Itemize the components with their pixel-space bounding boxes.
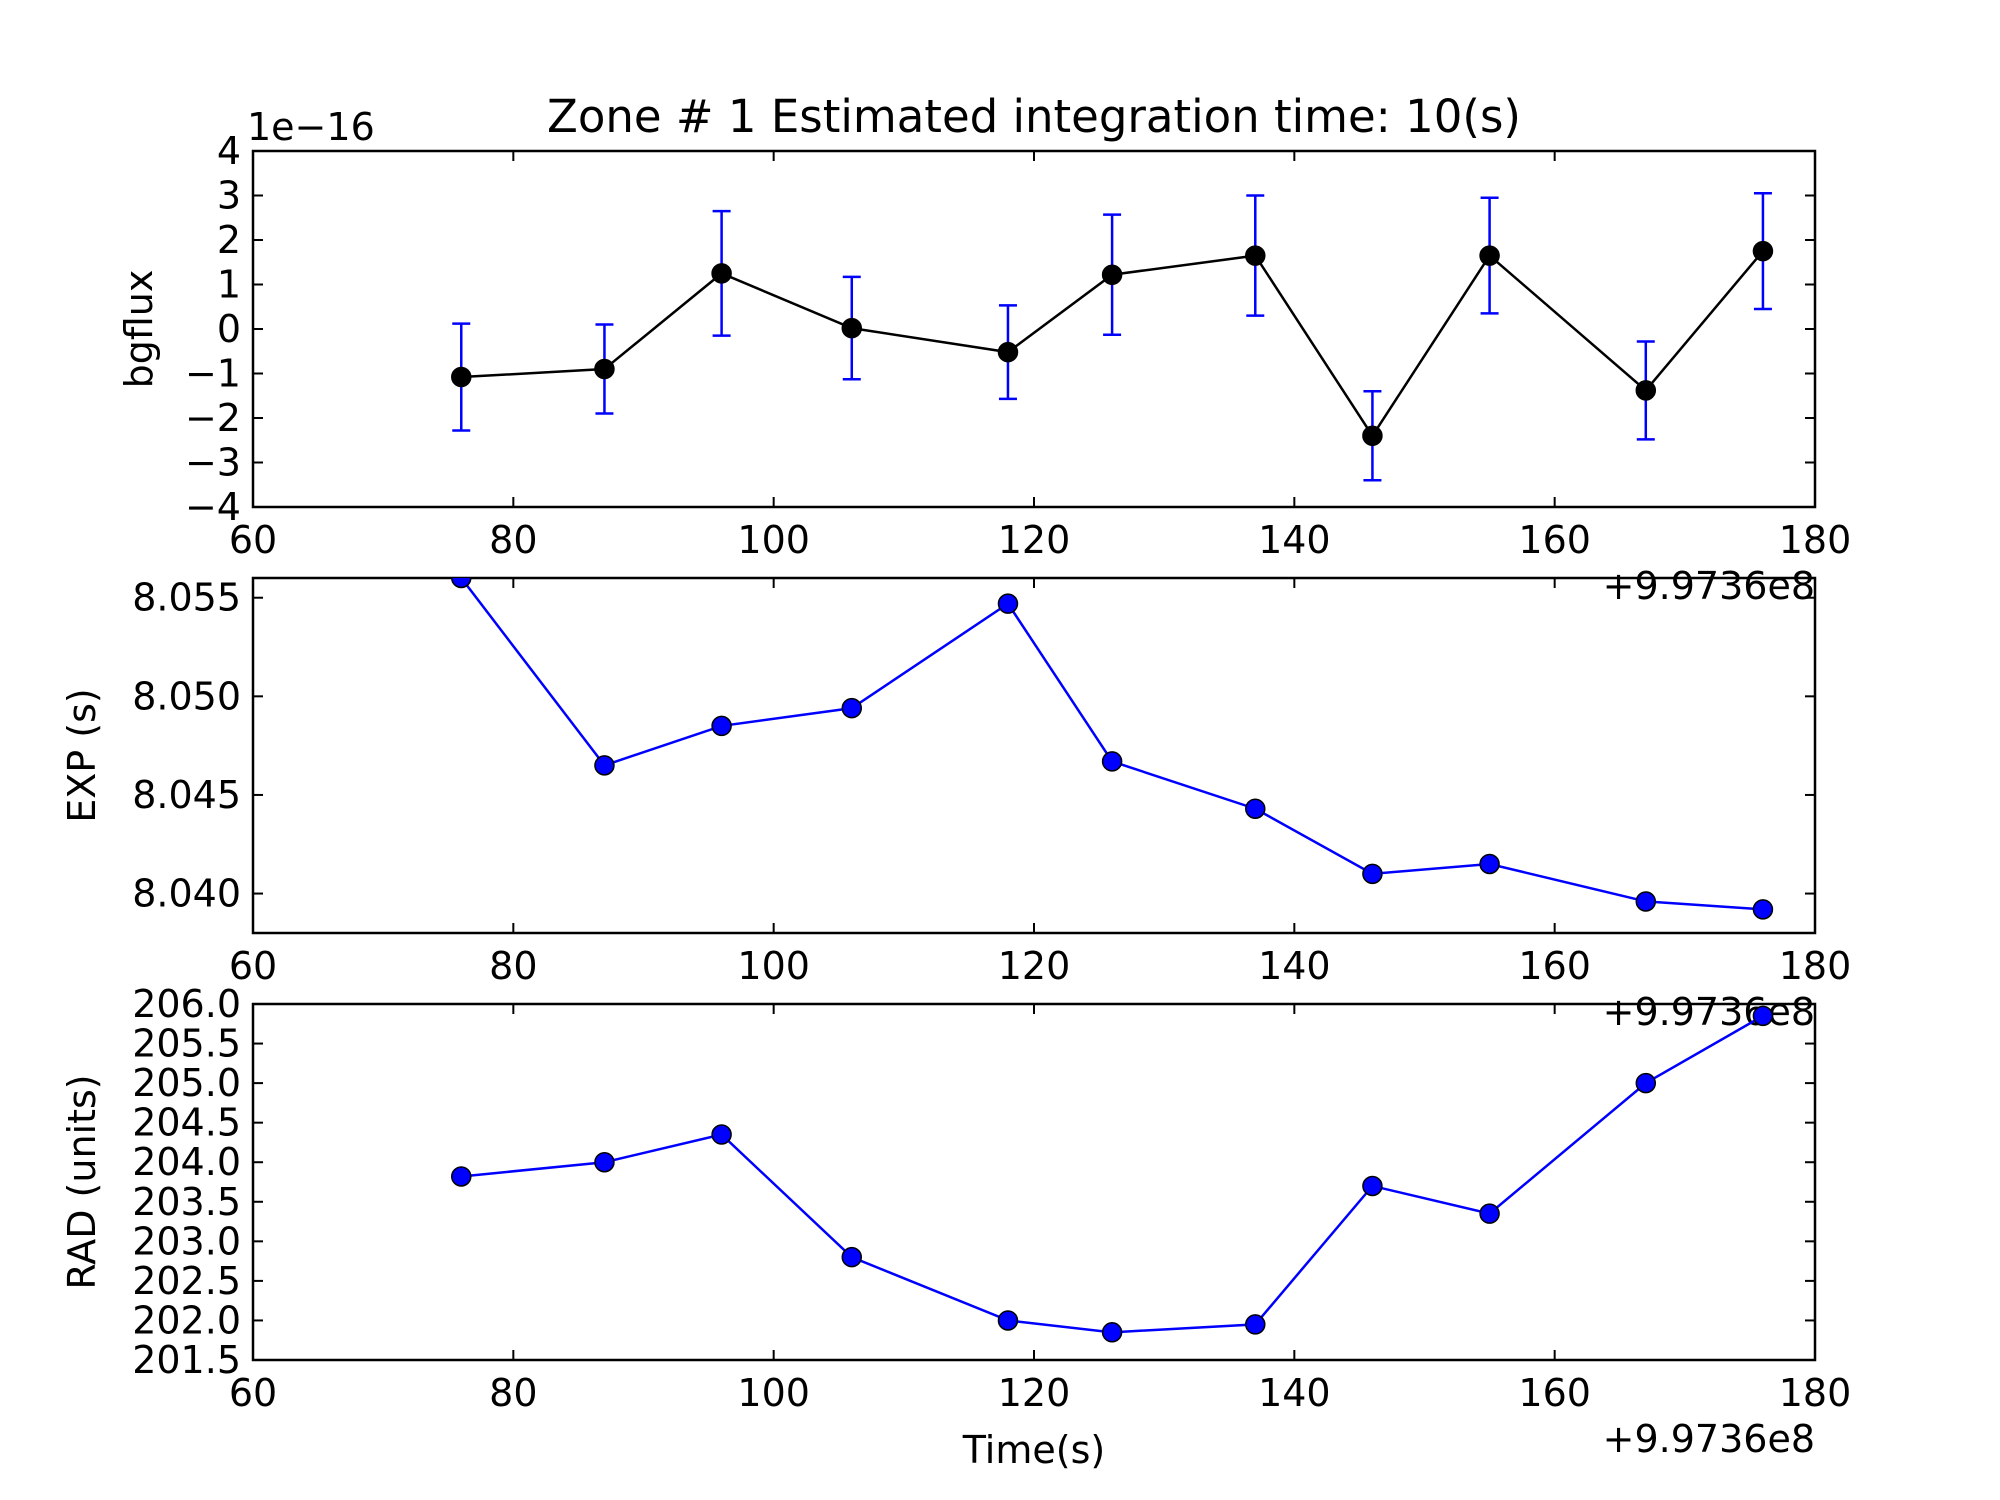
plot-area (451, 1005, 1774, 1343)
x-tick-label: 80 (489, 944, 537, 988)
data-point (1101, 264, 1123, 285)
y-tick-label: 3 (217, 174, 241, 218)
data-point (997, 341, 1019, 363)
data-point (594, 755, 615, 776)
x-tick-label: 180 (1779, 518, 1852, 562)
series-line (461, 1014, 1764, 1334)
data-point (1635, 891, 1657, 912)
y-tick-label: 206.0 (132, 982, 241, 1026)
y-tick-label: 2 (217, 218, 241, 262)
y-tick-label: 203.5 (132, 1180, 241, 1224)
data-point (997, 593, 1019, 614)
chart-title: Zone # 1 Estimated integration time: 10(… (547, 90, 1521, 143)
y-tick-label: 205.5 (132, 1022, 241, 1066)
data-point (451, 1166, 472, 1187)
data-point (1362, 425, 1383, 447)
x-tick-label: 160 (1518, 944, 1591, 988)
y-tick-label: 203.0 (132, 1219, 241, 1263)
x-axis-label: Time(s) (962, 1428, 1105, 1472)
x-tick-label: 160 (1518, 518, 1591, 562)
y-axis-label: EXP (s) (60, 688, 104, 822)
x-tick-label: 140 (1258, 1371, 1331, 1415)
x-tick-label: 100 (737, 518, 810, 562)
y-tick-label: 202.0 (132, 1298, 241, 1342)
data-point (1101, 751, 1123, 772)
data-point (997, 1310, 1019, 1331)
axes-frame (251, 1002, 1817, 1362)
plot-area (451, 192, 1774, 482)
x-offset-label: +9.9736e8 (1603, 990, 1815, 1034)
x-tick-label: 120 (998, 1371, 1071, 1415)
y-tick-label: 8.055 (132, 576, 241, 620)
data-point (1479, 1203, 1500, 1224)
data-point (841, 697, 863, 719)
data-point (594, 1151, 615, 1173)
data-point (1362, 1175, 1383, 1197)
x-tick-label: 80 (489, 1371, 537, 1415)
plot-area (451, 578, 1774, 920)
y-tick-label: −4 (185, 485, 241, 529)
y-tick-label: 204.0 (132, 1140, 241, 1184)
x-tick-label: 160 (1518, 1371, 1591, 1415)
data-point (1752, 1005, 1774, 1027)
data-point (1479, 853, 1500, 875)
y-multiplier-label: 1e−16 (247, 105, 375, 149)
y-axis-label: bgflux (117, 270, 161, 389)
data-point (1362, 863, 1383, 885)
data-point (1635, 380, 1657, 401)
y-tick-label: 8.045 (132, 773, 241, 817)
x-tick-label: 60 (229, 1371, 277, 1415)
x-tick-label: 180 (1779, 1371, 1852, 1415)
axes-frame (251, 576, 1817, 935)
data-point (1752, 899, 1774, 920)
x-tick-label: 140 (1258, 944, 1331, 988)
y-tick-label: 205.0 (132, 1061, 241, 1105)
data-point (1245, 1314, 1266, 1335)
x-tick-label: 80 (489, 518, 537, 562)
x-offset-label: +9.9736e8 (1603, 564, 1815, 608)
data-point (1635, 1072, 1657, 1094)
y-tick-label: 8.050 (132, 674, 241, 718)
data-point (711, 715, 732, 737)
y-tick-label: 202.5 (132, 1259, 241, 1303)
y-tick-label: −2 (185, 396, 241, 440)
x-offset-label: +9.9736e8 (1603, 1417, 1815, 1461)
x-tick-label: 180 (1779, 944, 1852, 988)
y-tick-label: 204.5 (132, 1101, 241, 1145)
y-tick-label: 8.040 (132, 872, 241, 916)
data-point (841, 1246, 863, 1268)
x-tick-label: 60 (229, 944, 277, 988)
x-tick-label: 100 (737, 1371, 810, 1415)
axes-frame (251, 149, 1817, 509)
y-tick-label: 4 (217, 129, 241, 173)
x-tick-label: 120 (998, 518, 1071, 562)
x-tick-label: 140 (1258, 518, 1331, 562)
data-point (711, 1124, 732, 1145)
y-tick-label: 1 (217, 263, 241, 307)
data-point (451, 578, 472, 589)
data-point (711, 263, 732, 284)
y-axis-label: RAD (units) (60, 1074, 104, 1289)
data-point (841, 317, 863, 339)
y-tick-label: −3 (185, 441, 241, 485)
panel-2: 60 80 100 120 140 160 180 8.040 8.045 8.050 8.055 E… (60, 576, 1852, 1034)
data-point (1479, 245, 1500, 266)
panel-3: 60 80 100 120 140 160 180201.5202.0202.5203.02… (60, 982, 1851, 1472)
data-point (594, 358, 615, 380)
y-tick-label: −1 (185, 352, 241, 396)
y-tick-label: 201.5 (132, 1338, 241, 1382)
series-line (460, 578, 1764, 911)
data-point (1752, 240, 1774, 262)
data-point (1245, 798, 1266, 819)
data-point (451, 366, 472, 388)
x-tick-label: 60 (229, 518, 277, 562)
y-tick-label: 0 (217, 307, 241, 351)
data-point (1101, 1322, 1123, 1343)
x-tick-label: 100 (737, 944, 810, 988)
x-tick-label: 120 (998, 944, 1071, 988)
data-point (1245, 245, 1266, 266)
